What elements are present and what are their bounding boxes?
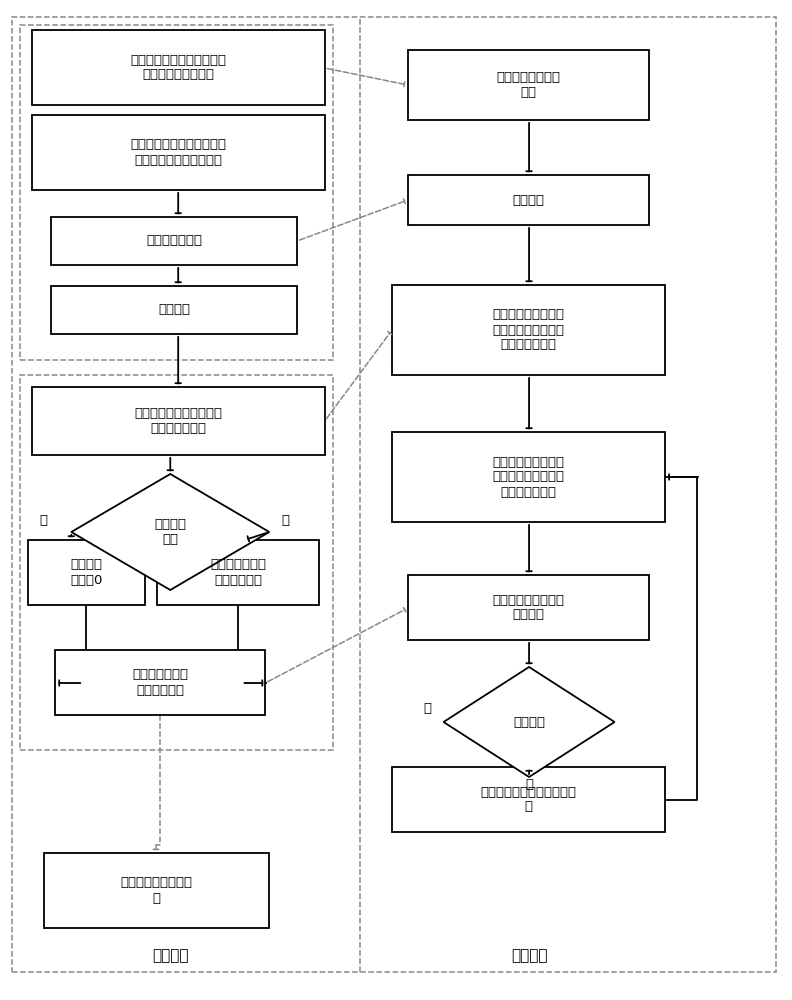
Text: 指定运行成本作
为个体目标值: 指定运行成本作 为个体目标值 — [132, 668, 188, 696]
Bar — [392, 767, 665, 832]
Text: 对种群中的所有个体进行
辐射式约束校验: 对种群中的所有个体进行 辐射式约束校验 — [134, 407, 223, 435]
Text: 概率性序列运算: 概率性序列运算 — [147, 234, 202, 247]
Bar — [44, 853, 269, 928]
Text: 是否收敛: 是否收敛 — [513, 716, 545, 728]
Bar — [408, 175, 649, 225]
Bar — [157, 540, 319, 605]
Text: 系统、算法参数初
始化: 系统、算法参数初 始化 — [497, 71, 561, 99]
Text: 求解流程: 求解流程 — [511, 948, 547, 964]
Text: 是: 是 — [281, 514, 289, 526]
Text: 随机产生初始萤火虫
种群，并求个体目标
值（荧光亮度）: 随机产生初始萤火虫 种群，并求个体目标 值（荧光亮度） — [493, 308, 565, 352]
Text: 运行约束: 运行约束 — [512, 194, 545, 207]
Text: 新旧萤火虫个体合并
排序，选择最优个体
进入下一次迭代: 新旧萤火虫个体合并 排序，选择最优个体 进入下一次迭代 — [493, 456, 565, 498]
Text: 给定拓扑结构下
运行成本计算: 给定拓扑结构下 运行成本计算 — [210, 558, 266, 586]
Bar — [32, 115, 325, 190]
Bar — [28, 540, 145, 605]
Text: 分布式电源出力、负荷概率
模型及网架结构参数: 分布式电源出力、负荷概率 模型及网架结构参数 — [130, 53, 227, 82]
Text: 是: 是 — [424, 702, 432, 714]
Bar — [51, 286, 297, 334]
Bar — [392, 285, 665, 375]
Bar — [408, 575, 649, 640]
Bar — [51, 217, 297, 265]
Text: 潮流计算: 潮流计算 — [158, 303, 190, 316]
Bar — [55, 650, 265, 715]
Bar — [408, 50, 649, 120]
Bar — [32, 387, 325, 455]
Bar — [20, 25, 333, 360]
Polygon shape — [444, 667, 615, 777]
Polygon shape — [71, 474, 269, 590]
Text: 新萤火虫位置个体目
标值计算: 新萤火虫位置个体目 标值计算 — [493, 594, 565, 622]
Text: 有功优化: 有功优化 — [152, 948, 188, 964]
Bar — [32, 30, 325, 105]
Text: 更新萤火虫位置，产生新个
体: 更新萤火虫位置，产生新个 体 — [481, 786, 577, 814]
Text: 是否满足
校验: 是否满足 校验 — [154, 518, 186, 546]
Text: 否: 否 — [525, 778, 533, 792]
Text: 否: 否 — [40, 514, 48, 526]
Text: 最佳有功优化调度方
案: 最佳有功优化调度方 案 — [120, 876, 192, 904]
Bar — [392, 432, 665, 522]
Text: 设定运行
成本为0: 设定运行 成本为0 — [70, 558, 102, 586]
Text: 算法基本参数、最大迭代次
数、种群规模、控制变量: 算法基本参数、最大迭代次 数、种群规模、控制变量 — [130, 138, 227, 166]
Bar — [20, 375, 333, 750]
